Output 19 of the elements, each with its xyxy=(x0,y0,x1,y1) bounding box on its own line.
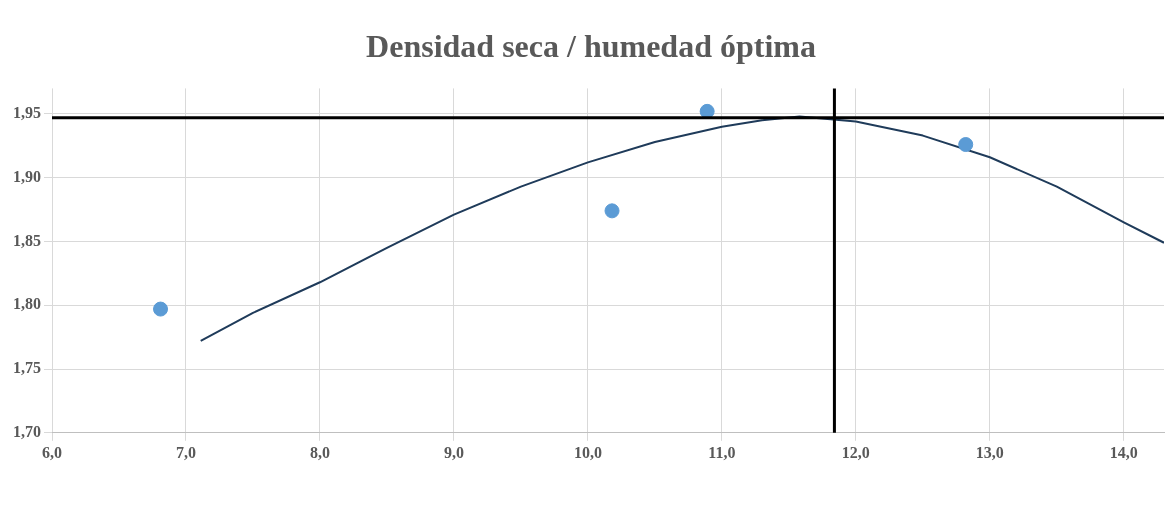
y-tick-label: 1,70 xyxy=(13,422,41,440)
x-tick-label: 12,0 xyxy=(841,443,870,461)
x-tick-label: 13,0 xyxy=(975,443,1004,461)
y-tick-label: 1,85 xyxy=(13,231,41,249)
x-tick-label: 9,0 xyxy=(443,443,464,461)
y-tick-label: 1,75 xyxy=(13,359,41,377)
x-tick-label: 6,0 xyxy=(42,443,62,461)
x-tick-label: 8,0 xyxy=(309,443,330,461)
chart-title: Densidad seca / humedad óptima xyxy=(366,28,816,65)
y-tick-label: 1,80 xyxy=(13,295,41,313)
x-tick-label: 11,0 xyxy=(708,443,736,461)
x-tick-label: 7,0 xyxy=(175,443,196,461)
point xyxy=(604,203,620,219)
x-tick-label: 10,0 xyxy=(573,443,602,461)
y-tick-label: 1,95 xyxy=(13,104,41,122)
point xyxy=(958,137,974,153)
x-tick-label: 14,0 xyxy=(1109,443,1138,461)
point xyxy=(153,301,169,317)
y-tick-label: 1,90 xyxy=(13,167,41,185)
